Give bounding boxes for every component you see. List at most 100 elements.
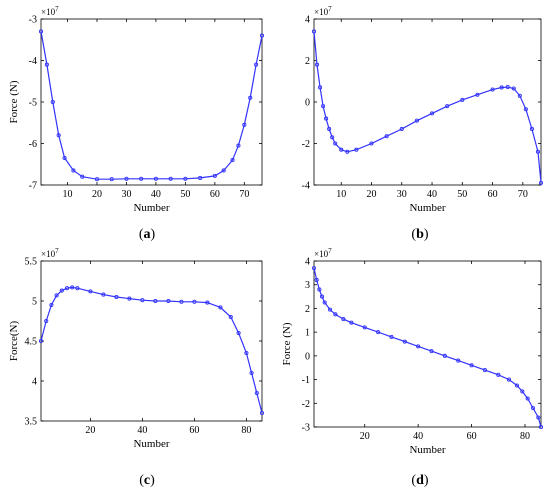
data-point [230, 158, 235, 163]
x-tick-label: 40 [413, 431, 423, 442]
data-point [505, 85, 510, 90]
data-point [248, 95, 253, 100]
y-tick-label: 3 [305, 280, 310, 291]
x-axis-label: Number [409, 202, 445, 214]
data-point [56, 133, 61, 138]
plot-frame [313, 18, 542, 186]
data-point [168, 176, 173, 181]
data-point [414, 118, 419, 123]
data-point [520, 389, 525, 394]
data-point [322, 300, 327, 305]
data-point [384, 134, 389, 139]
y-tick-label: 2 [305, 304, 310, 315]
data-point [62, 155, 67, 161]
y-tick-label: -2 [302, 139, 310, 150]
data-point [496, 372, 501, 377]
data-point [311, 266, 317, 271]
y-tick-label: -6 [29, 139, 37, 150]
series-line [313, 31, 542, 183]
data-point [114, 294, 119, 300]
data-point [389, 334, 394, 339]
data-point [192, 299, 197, 304]
data-point [333, 312, 338, 317]
x-axis-label: Number [409, 444, 445, 456]
data-point [429, 349, 434, 354]
y-tick-label: -4 [302, 181, 310, 192]
data-point [321, 104, 326, 109]
data-point [50, 99, 55, 105]
x-axis-label: Number [133, 438, 169, 450]
y-tick-label: 5.5 [25, 257, 38, 268]
data-point [523, 107, 528, 112]
data-point [236, 330, 241, 336]
data-point [244, 350, 249, 356]
data-point [212, 173, 217, 178]
data-point [127, 296, 132, 301]
caption-c: (c) [139, 473, 155, 488]
data-point [101, 292, 106, 297]
data-point [345, 149, 350, 154]
data-point [70, 285, 75, 290]
data-point [80, 174, 85, 179]
data-point [330, 135, 335, 140]
x-tick-label: 30 [397, 189, 407, 200]
data-point [88, 289, 93, 294]
data-point [319, 294, 325, 299]
plot-frame [313, 260, 542, 428]
data-point [205, 300, 210, 305]
plot-frame [40, 260, 263, 422]
y-tick-label: 4 [305, 257, 310, 268]
data-point [538, 180, 544, 185]
data-point [349, 320, 354, 325]
data-point [327, 307, 333, 312]
data-point [198, 175, 203, 180]
data-point [49, 302, 54, 308]
data-point [538, 424, 544, 430]
series-line [40, 286, 263, 414]
x-tick-label: 80 [241, 425, 251, 436]
y-tick-label: -1 [302, 375, 310, 386]
data-point [456, 358, 461, 363]
data-point [94, 177, 100, 182]
data-point [153, 298, 158, 304]
data-point [339, 147, 344, 152]
data-point [369, 141, 374, 146]
y-tick-label: 4 [32, 377, 37, 388]
y-tick-label: -7 [29, 181, 37, 192]
data-point [311, 29, 317, 34]
x-tick-label: 40 [427, 189, 437, 200]
data-point [318, 85, 323, 90]
data-point [445, 104, 450, 109]
x-tick-label: 20 [360, 431, 370, 442]
y-tick-label: -3 [302, 423, 310, 434]
data-point [38, 338, 44, 344]
data-point [314, 62, 320, 67]
y-tick-label: -3 [29, 15, 37, 26]
data-point [140, 298, 145, 303]
data-point [525, 396, 530, 401]
data-point [218, 305, 223, 310]
data-point [514, 383, 520, 388]
axis-exponent: ×107 [41, 247, 59, 259]
caption-a: (a) [139, 227, 156, 242]
data-point [460, 97, 465, 102]
data-point [530, 405, 536, 411]
data-point [71, 168, 76, 173]
data-point [64, 286, 70, 291]
data-point [124, 176, 129, 181]
x-tick-label: 60 [467, 431, 477, 442]
y-tick-label: 1 [305, 328, 310, 339]
data-point [44, 62, 49, 67]
data-point [354, 147, 359, 152]
y-tick-label: 0 [305, 351, 310, 362]
x-tick-label: 40 [151, 189, 161, 200]
data-point [506, 377, 512, 382]
chart-panel-a: 10 20 30 40 50 60 70 -3 -4 -5 -6 -7 ×107 Number Force … [8, 5, 265, 214]
data-point [399, 126, 404, 132]
data-point [324, 116, 329, 121]
data-point [517, 93, 522, 98]
y-tick-label: 5 [32, 297, 37, 308]
data-point [402, 339, 407, 344]
x-tick-label: 20 [367, 189, 377, 200]
